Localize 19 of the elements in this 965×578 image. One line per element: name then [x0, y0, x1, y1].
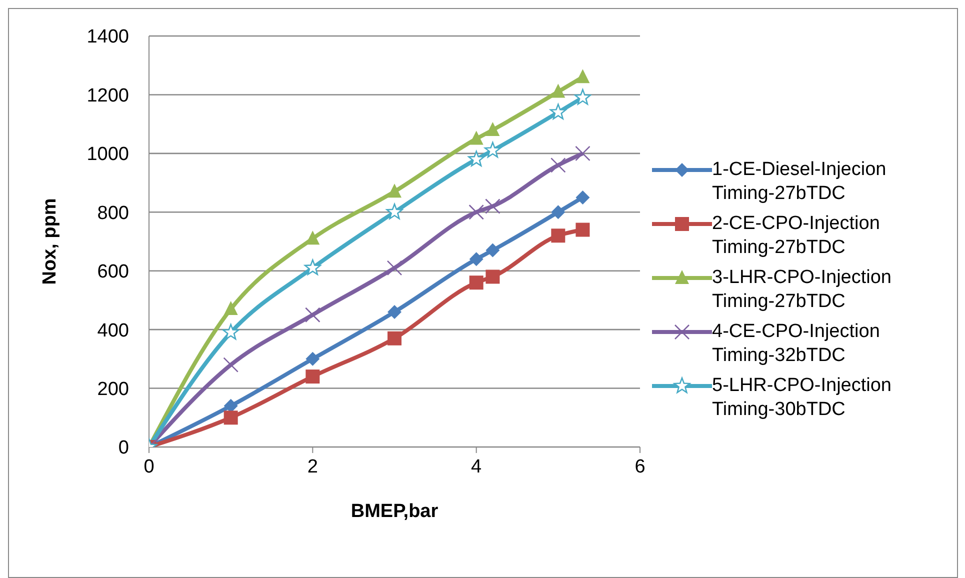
x-tick-label: 4 — [471, 456, 482, 478]
x-tick-label: 6 — [634, 456, 646, 478]
legend-label: 5-LHR-CPO-Injection Timing-30bTDC — [712, 374, 892, 422]
y-tick-label: 1400 — [86, 26, 129, 48]
x-tick-label: 0 — [144, 456, 154, 478]
y-tick-label: 1000 — [86, 144, 129, 166]
y-tick-label: 200 — [97, 379, 129, 400]
y-tick-label: 0 — [118, 438, 129, 459]
y-tick-label: 400 — [97, 320, 129, 342]
y-axis-title: Nox, ppm — [40, 198, 61, 285]
y-tick-label: 1200 — [86, 85, 129, 106]
legend-label: 3-LHR-CPO-Injection Timing-27bTDC — [712, 266, 892, 314]
legend-label: 4-CE-CPO-Injection Timing-32bTDC — [712, 320, 881, 368]
legend-label: 1-CE-Diesel-Injecion Timing-27bTDC — [712, 158, 888, 206]
x-axis-title: BMEP,bar — [350, 501, 439, 522]
y-tick-label: 800 — [97, 202, 129, 224]
y-tick-label: 600 — [97, 262, 129, 283]
legend-label: 2-CE-CPO-Injection Timing-27bTDC — [712, 212, 881, 260]
x-tick-label: 2 — [307, 456, 318, 478]
